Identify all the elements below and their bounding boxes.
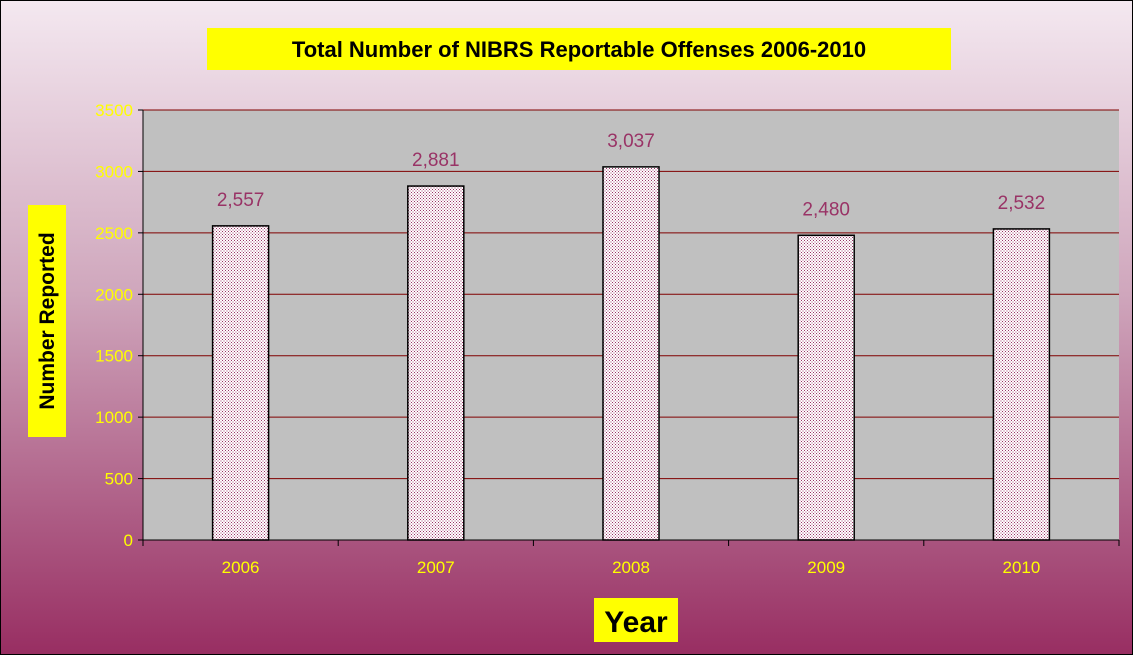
y-tick-label: 1000: [95, 408, 133, 427]
y-axis-label-box: [28, 205, 66, 437]
bar-2007: [407, 185, 465, 541]
x-axis-label: Year: [604, 606, 668, 639]
chart-title: Total Number of NIBRS Reportable Offense…: [292, 37, 866, 62]
x-tick-label-2007: 2007: [417, 558, 455, 577]
bar-2008: [602, 166, 660, 541]
y-tick-label: 2500: [95, 224, 133, 243]
bar-2010: [992, 228, 1051, 541]
y-tick-label: 3000: [95, 162, 133, 181]
y-tick-label: 0: [124, 531, 133, 550]
bar-2009: [797, 234, 855, 541]
bar-2006: [211, 225, 270, 541]
data-label-2009: 2,480: [802, 199, 850, 220]
plot-area-group: 0 500 1000 1500 2000 2500 3000 3500 2,557 2006 2,8…: [95, 101, 1120, 577]
data-label-2007: 2,881: [412, 150, 460, 171]
data-label-2010: 2,532: [998, 193, 1046, 214]
x-tick-label-2006: 2006: [222, 558, 260, 577]
y-tick-label: 2000: [95, 285, 133, 304]
data-label-2008: 3,037: [607, 131, 655, 152]
x-tick-label-2010: 2010: [1002, 558, 1040, 577]
data-label-2006: 2,557: [217, 190, 265, 211]
chart-title-box: [207, 28, 951, 70]
y-tick-label: 500: [105, 470, 133, 489]
y-axis-label: Number Reported: [36, 232, 59, 409]
x-tick-label-2009: 2009: [807, 558, 845, 577]
y-tick-label: 1500: [95, 347, 133, 366]
y-tick-label: 3500: [95, 101, 133, 120]
x-axis-label-box: [594, 598, 678, 642]
x-tick-label-2008: 2008: [612, 558, 650, 577]
